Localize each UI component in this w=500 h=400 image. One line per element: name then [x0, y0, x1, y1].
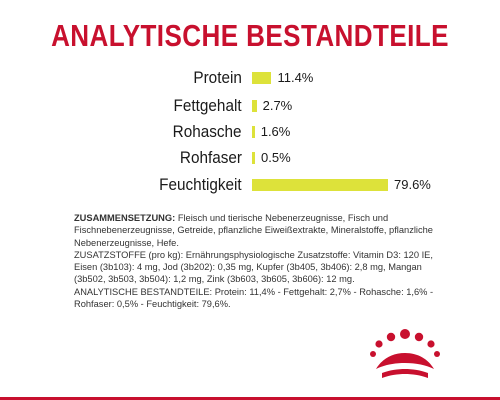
chart-value-label: 79.6%: [394, 177, 431, 192]
analytics-body: Protein: 11,4% - Fettgehalt: 2,7% - Roha…: [74, 286, 434, 310]
chart-value-label: 11.4%: [277, 70, 314, 85]
composition-body: Fleisch und tierische Nebenerzeugnisse, …: [74, 213, 433, 248]
page-title: ANALYTISCHE BESTANDTEILE: [51, 18, 449, 53]
chart-category-label: Feuchtigkeit: [159, 175, 242, 194]
bottom-divider: [0, 397, 500, 400]
chart-value-label: 2.7%: [262, 98, 293, 113]
chart-bar: [252, 152, 255, 164]
chart-category-label: Rohasche: [173, 122, 242, 141]
chart-bar: [252, 179, 388, 191]
chart-value-label: 0.5%: [261, 150, 291, 165]
composition-heading: ZUSAMMENSETZUNG:: [74, 213, 176, 223]
chart-category-label: Fettgehalt: [173, 96, 242, 115]
chart-row: Rohfaser 0.5%: [0, 144, 500, 172]
additives-body: Ernährungsphysiologische Zusatzstoffe: V…: [74, 249, 433, 285]
chart-row: Rohasche 1.6%: [0, 118, 500, 146]
chart-value-label: 1.6%: [260, 124, 291, 139]
chart-row: Feuchtigkeit 79.6%: [0, 171, 500, 199]
chart-bar: [252, 126, 255, 138]
analytics-heading: ANALYTISCHE BESTANDTEILE:: [74, 286, 213, 297]
chart-row: Protein 11.4%: [0, 64, 500, 92]
chart-bar: [252, 72, 272, 84]
additives-heading: ZUSATZSTOFFE (pro kg):: [74, 249, 184, 260]
chart-category-label: Protein: [193, 68, 242, 87]
chart-bar: [252, 100, 257, 112]
chart-row: Fettgehalt 2.7%: [0, 92, 500, 120]
composition-text: ZUSAMMENSETZUNG: Fleisch und tierische N…: [74, 212, 434, 310]
crown-icon: [370, 329, 440, 378]
chart-category-label: Rohfaser: [179, 148, 242, 167]
